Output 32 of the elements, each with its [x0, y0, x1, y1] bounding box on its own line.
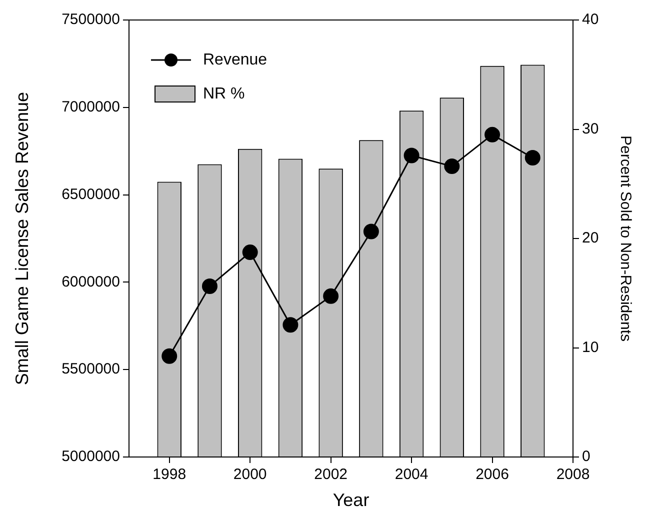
y2-tick-label: 10: [582, 338, 599, 356]
point: [484, 126, 500, 142]
y2-tick-label: 30: [582, 120, 599, 138]
point: [242, 244, 258, 260]
point: [524, 150, 540, 166]
y2-tick-label: 40: [582, 11, 599, 28]
point: [404, 148, 420, 164]
y2-axis-title: Percent Sold to Non-Residents: [616, 136, 634, 342]
point: [323, 288, 339, 304]
point: [202, 278, 218, 294]
y-tick-label: 6000000: [62, 273, 120, 290]
y-tick-label: 7500000: [62, 11, 120, 28]
y-tick-label: 7000000: [62, 98, 120, 116]
x-tick-label: 1998: [152, 466, 186, 484]
y2-tick-label: 20: [582, 230, 599, 247]
point: [363, 224, 379, 240]
point: [162, 348, 178, 364]
x-tick-label: 2006: [476, 466, 509, 484]
legend-label: NR %: [203, 85, 245, 102]
x-tick-label: 2000: [233, 466, 267, 484]
y-tick-label: 5000000: [62, 448, 120, 466]
y-tick-label: 6500000: [62, 186, 120, 203]
point: [444, 158, 460, 174]
x-tick-label: 2008: [556, 466, 590, 484]
x-axis-title: Year: [332, 490, 370, 510]
x-tick-label: 2004: [394, 466, 428, 484]
x-tick-label: 2002: [314, 466, 348, 484]
legend-label: Revenue: [203, 51, 268, 68]
y-tick-label: 5500000: [62, 360, 120, 378]
y2-tick-label: 0: [582, 448, 590, 466]
y-axis-title: Small Game License Sales Revenue: [12, 92, 32, 386]
point: [282, 317, 298, 333]
